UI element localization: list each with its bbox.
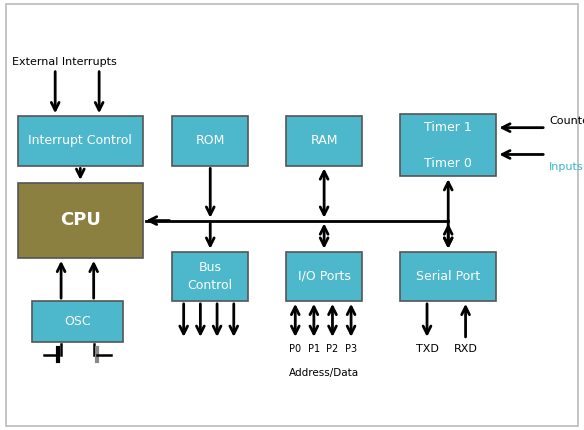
Bar (400, 252, 496, 301)
Bar (18, 116, 143, 166)
Text: Address/Data: Address/Data (289, 368, 359, 378)
Text: RAM: RAM (310, 134, 338, 147)
Bar (400, 114, 496, 176)
Bar (172, 252, 248, 301)
Text: External Interrupts: External Interrupts (12, 57, 116, 67)
Text: TXD: TXD (416, 344, 439, 354)
Bar (18, 183, 143, 258)
Text: P2: P2 (326, 344, 339, 354)
Text: CPU: CPU (60, 212, 100, 229)
Text: Counter: Counter (549, 116, 584, 126)
Text: ROM: ROM (196, 134, 225, 147)
Bar (286, 116, 362, 166)
Text: P1: P1 (308, 344, 320, 354)
Text: P0: P0 (289, 344, 301, 354)
Text: I/O Ports: I/O Ports (298, 270, 350, 283)
Bar (32, 301, 123, 342)
Text: Inputs: Inputs (549, 162, 583, 172)
Bar (286, 252, 362, 301)
Bar (172, 116, 248, 166)
Text: P3: P3 (345, 344, 357, 354)
Text: Bus
Control: Bus Control (187, 261, 233, 292)
Text: Interrupt Control: Interrupt Control (29, 134, 132, 147)
Text: OSC: OSC (64, 315, 91, 328)
Text: RXD: RXD (454, 344, 478, 354)
Text: Serial Port: Serial Port (416, 270, 481, 283)
Text: Timer 1

Timer 0: Timer 1 Timer 0 (425, 121, 472, 169)
